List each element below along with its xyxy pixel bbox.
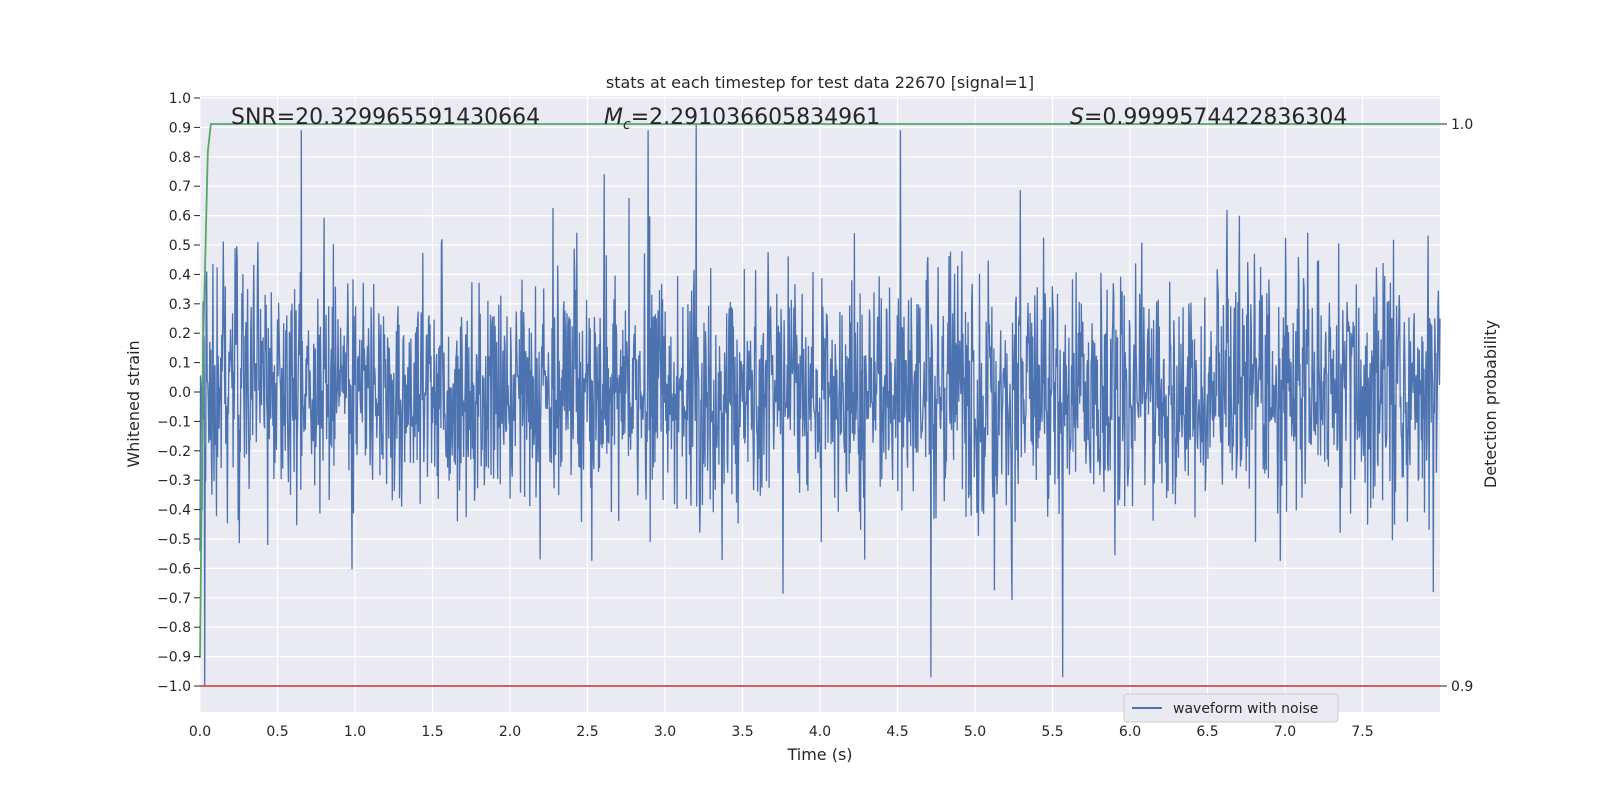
chart-title: stats at each timestep for test data 226… — [606, 73, 1034, 92]
x-tick-label: 6.5 — [1196, 724, 1218, 740]
y-ticks: −1.0 −0.9 −0.8 −0.7 −0.6 −0.5 −0.4 −0.3 −0.2 −0.1… — [157, 91, 200, 695]
y-tick-label: −0.9 — [157, 650, 191, 666]
y2-axis-label: Detection probability — [1481, 320, 1500, 488]
y-tick-label: −0.5 — [157, 532, 191, 548]
waveform-series — [199, 124, 1441, 687]
y-tick-label: −0.3 — [157, 473, 191, 489]
x-ticks: 0.0 0.5 1.0 1.5 2.0 2.5 3.0 3.5 4.0 4.5 5.0 5.5 6.0 6… — [189, 724, 1374, 740]
y-tick-label: 0.3 — [169, 297, 191, 313]
y-tick-label: 0.4 — [169, 267, 191, 283]
y-tick-label: −0.1 — [157, 414, 191, 430]
y-tick-label: 0.0 — [169, 385, 191, 401]
x-tick-label: 7.5 — [1351, 724, 1373, 740]
x-tick-label: 0.5 — [266, 724, 288, 740]
x-tick-label: 6.0 — [1119, 724, 1141, 740]
detection-probability-line — [199, 123, 1440, 658]
chirp-mass-value: =2.291036605834961 — [631, 105, 880, 130]
y-tick-label: 0.5 — [169, 238, 191, 254]
y-tick-label: 0.6 — [169, 209, 191, 225]
waveform-line — [199, 124, 1441, 687]
chirp-mass-annotation: Mc=2.291036605834961 — [604, 105, 880, 133]
y-tick-label: −1.0 — [157, 679, 191, 695]
x-tick-label: 1.5 — [421, 724, 443, 740]
x-tick-label: 2.5 — [576, 724, 598, 740]
y-tick-label: 0.9 — [169, 120, 191, 136]
chirp-mass-subscript: c — [623, 117, 631, 133]
score-annotation: S=0.9999574422836304 — [1070, 105, 1347, 130]
x-tick-label: 3.0 — [654, 724, 676, 740]
legend-box — [1123, 693, 1339, 723]
x-tick-label: 1.0 — [344, 724, 366, 740]
x-tick-label: 5.0 — [964, 724, 986, 740]
y-tick-label: −0.4 — [157, 503, 191, 519]
chirp-mass-symbol: M — [604, 105, 623, 130]
score-symbol: S — [1070, 105, 1084, 130]
y2-ticks: 0.9 1.0 — [1440, 117, 1473, 695]
y2-tick-label: 0.9 — [1451, 679, 1473, 695]
x-tick-label: 3.5 — [731, 724, 753, 740]
x-tick-label: 2.0 — [499, 724, 521, 740]
x-tick-label: 4.5 — [886, 724, 908, 740]
y-axis-label: Whitened strain — [124, 340, 143, 467]
y-tick-label: −0.7 — [157, 591, 191, 607]
y2-tick-label: 1.0 — [1451, 117, 1473, 133]
y-tick-label: −0.2 — [157, 444, 191, 460]
x-tick-label: 5.5 — [1041, 724, 1063, 740]
x-tick-label: 0.0 — [189, 724, 211, 740]
y-tick-label: 0.2 — [169, 326, 191, 342]
snr-annotation: SNR=20.329965591430664 — [231, 105, 540, 130]
legend: waveform with noise — [1123, 693, 1339, 723]
x-tick-label: 7.0 — [1274, 724, 1296, 740]
legend-label-waveform: waveform with noise — [1173, 701, 1318, 717]
score-value: =0.9999574422836304 — [1084, 105, 1347, 130]
y-tick-label: −0.8 — [157, 620, 191, 636]
y-tick-label: 0.1 — [169, 356, 191, 372]
probability-series — [199, 123, 1440, 687]
x-axis-label: Time (s) — [786, 745, 852, 764]
y-tick-label: −0.6 — [157, 561, 191, 577]
y-tick-label: 0.7 — [169, 179, 191, 195]
x-tick-label: 4.0 — [809, 724, 831, 740]
y-tick-label: 0.8 — [169, 150, 191, 166]
y-tick-label: 1.0 — [169, 91, 191, 107]
